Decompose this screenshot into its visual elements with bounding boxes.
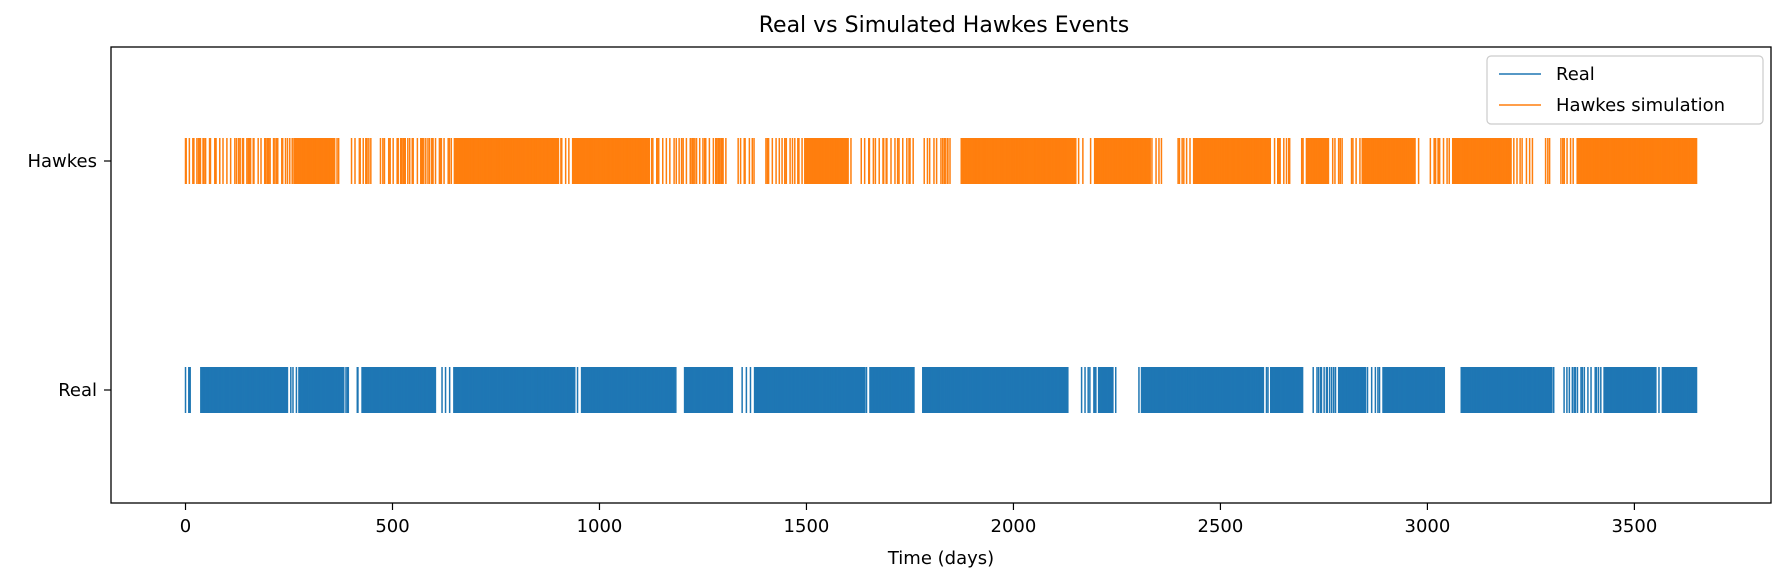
y-tick-label: Hawkes <box>27 151 97 172</box>
x-tick-label: 1500 <box>784 516 830 537</box>
x-tick-label: 3000 <box>1405 516 1451 537</box>
y-axis: Hawkes Real <box>27 151 111 401</box>
chart-title: Real vs Simulated Hawkes Events <box>759 13 1130 38</box>
x-axis: 0 500 1000 1500 2000 2500 3000 3500 <box>180 503 1657 537</box>
y-tick-label: Real <box>58 380 97 401</box>
x-tick-label: 500 <box>375 516 409 537</box>
x-tick-label: 0 <box>180 516 191 537</box>
x-axis-label: Time (days) <box>887 548 994 569</box>
legend-label-real: Real <box>1556 64 1595 85</box>
legend-box <box>1486 55 1764 125</box>
plot-frame <box>110 46 1772 504</box>
x-tick-label: 2500 <box>1198 516 1244 537</box>
legend-label-hawkes: Hawkes simulation <box>1556 95 1725 116</box>
x-tick-label: 1000 <box>577 516 623 537</box>
series-hawkes <box>184 138 1698 184</box>
legend: Real Hawkes simulation <box>1486 55 1764 125</box>
series-real <box>184 367 1698 413</box>
x-tick-label: 2000 <box>991 516 1037 537</box>
event-marks <box>184 138 1698 413</box>
x-tick-label: 3500 <box>1611 516 1657 537</box>
